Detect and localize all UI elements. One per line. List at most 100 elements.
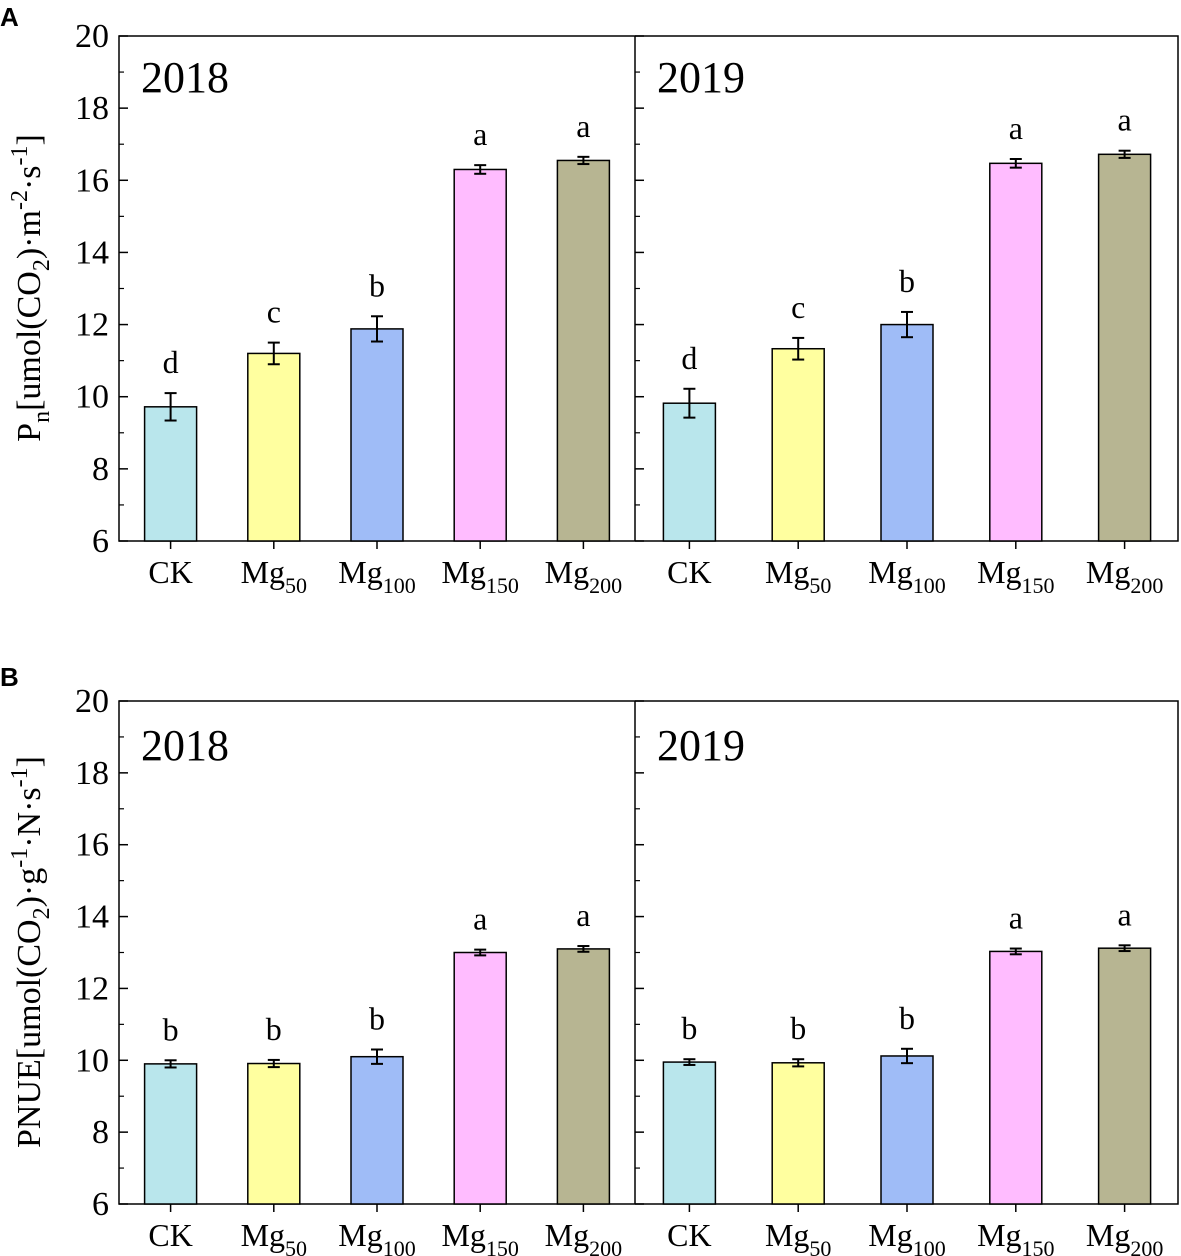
significance-letter: b — [369, 1001, 385, 1037]
category-label-sub: 100 — [383, 1236, 416, 1256]
y-axis-title-mid: ·N·s — [11, 787, 48, 847]
bar — [143, 1063, 198, 1205]
y-axis-title-unit-sub: 2 — [29, 259, 55, 271]
y-axis-title-sup1: -2 — [7, 190, 33, 210]
significance-letter: d — [163, 344, 179, 380]
category-label-base: CK — [148, 554, 192, 590]
category-label-sub: 150 — [1022, 1236, 1055, 1256]
y-axis-title-end: ] — [11, 134, 48, 145]
y-axis-title: Pn[umol(CO2)·m-2·s-1] — [7, 134, 55, 442]
category-label-base: Mg — [241, 1217, 285, 1253]
bar — [1097, 153, 1152, 542]
category-label: Mg100 — [868, 1217, 945, 1256]
significance-letter: b — [899, 263, 915, 299]
category-label: Mg150 — [977, 554, 1054, 598]
category-label: Mg200 — [545, 554, 622, 598]
bar — [453, 168, 507, 542]
category-label: Mg100 — [338, 554, 415, 598]
category-label-base: Mg — [545, 1217, 589, 1253]
significance-letter: c — [791, 289, 805, 325]
category-label-base: Mg — [441, 554, 485, 590]
chart-panel-b: B68101214161820PNUE[umol(CO2)·g-1·N·s-1]… — [0, 662, 1179, 1256]
category-label: CK — [148, 1217, 192, 1253]
category-label-sub: 100 — [913, 573, 946, 598]
significance-letter: b — [266, 1011, 282, 1047]
bar — [350, 328, 404, 542]
y-axis-title-unit-rest: )·g — [11, 868, 48, 908]
significance-letter: d — [681, 340, 697, 376]
y-tick-label: 12 — [75, 307, 109, 344]
category-label-base: Mg — [868, 1217, 912, 1253]
category-label: Mg50 — [765, 554, 831, 598]
y-tick-label: 16 — [75, 162, 109, 199]
category-label-base: Mg — [765, 1217, 809, 1253]
y-axis-title-main: P — [11, 423, 48, 442]
y-tick-label: 6 — [92, 1186, 109, 1223]
bar — [662, 1061, 717, 1205]
significance-letter: b — [369, 267, 385, 303]
bar — [880, 323, 934, 542]
bar — [662, 402, 717, 542]
bar — [989, 162, 1043, 542]
facet-year-label: 2019 — [657, 53, 745, 102]
category-label: Mg100 — [338, 1217, 415, 1256]
category-label: Mg100 — [868, 554, 945, 598]
facet-year-label: 2018 — [141, 721, 229, 770]
y-tick-label: 14 — [75, 899, 109, 936]
y-tick-label: 18 — [75, 90, 109, 127]
bar — [771, 347, 825, 542]
y-axis-title-main: PNUE — [11, 1059, 48, 1148]
category-label-base: Mg — [765, 554, 809, 590]
category-label: Mg150 — [441, 1217, 518, 1256]
category-label-sub: 50 — [809, 573, 831, 598]
significance-letter: b — [163, 1011, 179, 1047]
category-label-sub: 200 — [589, 573, 622, 598]
category-label: CK — [148, 554, 192, 590]
y-tick-label: 8 — [92, 1114, 109, 1151]
category-label-sub: 50 — [285, 573, 307, 598]
y-axis-title-sup2: -1 — [7, 145, 33, 165]
y-axis-title-unit-rest: )·m — [11, 210, 48, 259]
significance-letter: c — [267, 294, 281, 330]
y-axis-title-end: ] — [11, 756, 48, 767]
y-tick-label: 18 — [75, 755, 109, 792]
bar — [143, 406, 198, 542]
significance-letter: a — [1117, 102, 1131, 138]
category-label-sub: 200 — [1130, 1236, 1163, 1256]
y-tick-label: 6 — [92, 523, 109, 560]
category-label-base: Mg — [1086, 554, 1130, 590]
category-label-base: Mg — [1086, 1217, 1130, 1253]
category-label: Mg50 — [241, 554, 307, 598]
y-tick-label: 20 — [75, 683, 109, 720]
category-label: Mg200 — [1086, 1217, 1163, 1256]
category-label: Mg50 — [241, 1217, 307, 1256]
panel-label: B — [0, 662, 19, 692]
category-label: Mg200 — [1086, 554, 1163, 598]
y-tick-label: 16 — [75, 827, 109, 864]
category-label-base: CK — [667, 554, 711, 590]
category-label-base: Mg — [241, 554, 285, 590]
category-label-base: CK — [148, 1217, 192, 1253]
bar — [247, 1062, 301, 1205]
bar — [1097, 947, 1152, 1205]
bar — [350, 1055, 404, 1205]
category-label-base: Mg — [545, 554, 589, 590]
y-tick-label: 14 — [75, 234, 109, 271]
significance-letter: a — [1117, 896, 1131, 932]
category-label: Mg150 — [441, 554, 518, 598]
panel-label: A — [0, 2, 19, 32]
significance-letter: a — [473, 116, 487, 152]
category-label-sub: 200 — [589, 1236, 622, 1256]
significance-letter: a — [1009, 110, 1023, 146]
category-label-sub: 50 — [809, 1236, 831, 1256]
category-label-sub: 150 — [486, 1236, 519, 1256]
facet-year-label: 2018 — [141, 53, 229, 102]
bar — [880, 1055, 934, 1205]
chart-panel-a: A 6 8 10 12 14 16 18 20 Pn[umol(CO2)·m-2·s-1] 2018… — [0, 2, 1179, 598]
y-axis-title-sub: n — [29, 411, 55, 423]
category-label-base: Mg — [868, 554, 912, 590]
bar — [771, 1062, 825, 1205]
y-tick-label: 10 — [75, 379, 109, 416]
category-label-sub: 150 — [486, 573, 519, 598]
bar — [989, 950, 1043, 1205]
